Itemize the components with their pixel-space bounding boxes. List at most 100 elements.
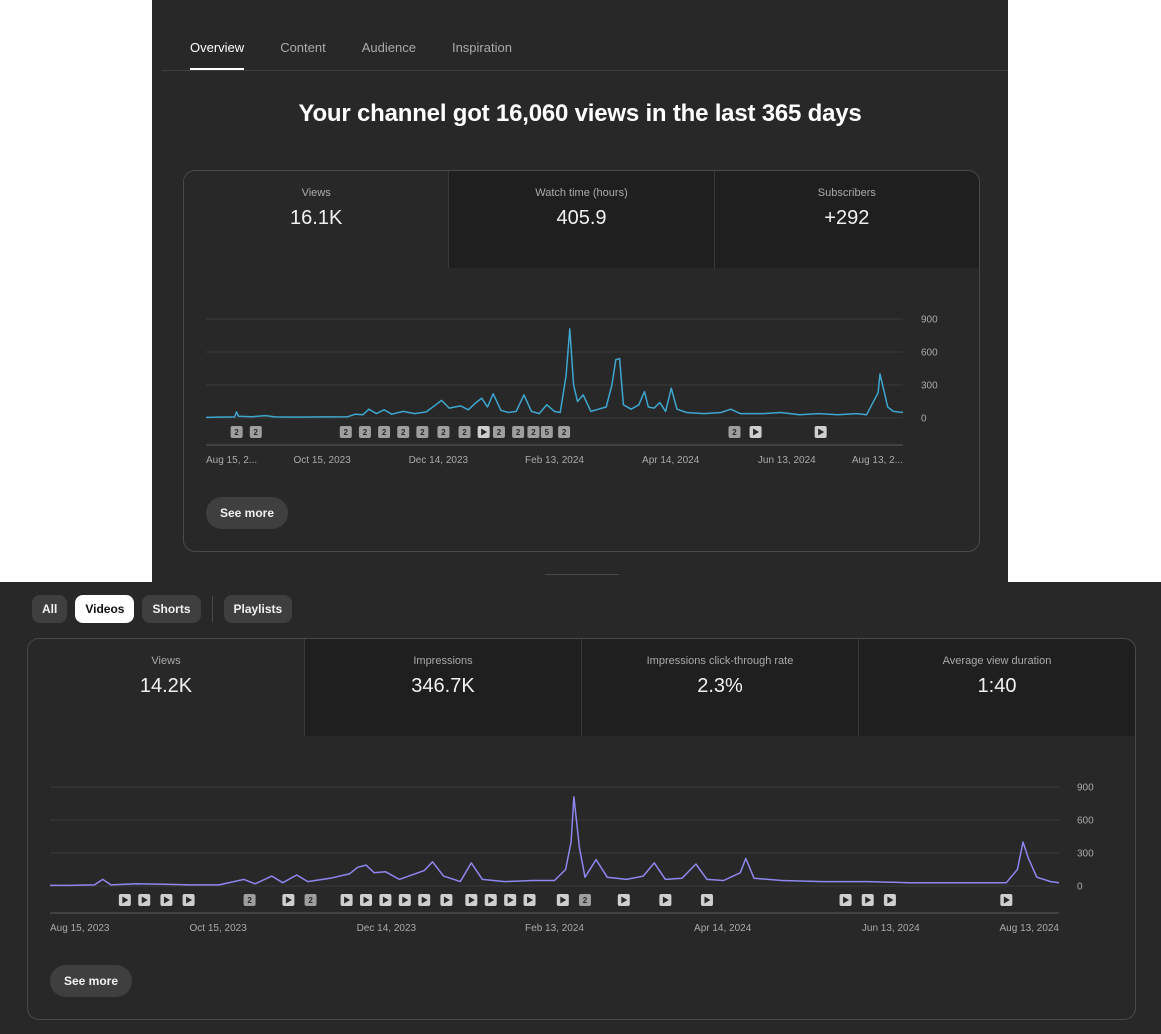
- video-published-marker[interactable]: [700, 894, 713, 906]
- video-published-marker[interactable]: [523, 894, 536, 906]
- marker-box: [397, 426, 410, 438]
- overview-metric-tabs: Views 16.1K Watch time (hours) 405.9 Sub…: [184, 171, 979, 268]
- multiple-uploads-marker[interactable]: 2: [230, 426, 243, 438]
- x-tick-label: Dec 14, 2023: [409, 455, 469, 466]
- multiple-uploads-marker[interactable]: 2: [728, 426, 741, 438]
- metric-tab-views[interactable]: Views 16.1K: [184, 171, 449, 268]
- marker-box: [512, 426, 525, 438]
- multiple-uploads-marker[interactable]: 2: [243, 894, 256, 906]
- multiple-uploads-marker[interactable]: 5: [540, 426, 553, 438]
- videos-views-line-chart: 900 600 300 0 2 2 2 Aug 15, 2023 Oct 15, 2023 Dec…: [28, 736, 1135, 936]
- chart-svg: 900 600 300 0 2 2 2 Aug 15, 2023 Oct 15, 2023 Dec…: [50, 783, 1094, 934]
- content-panel: All Videos Shorts Playlists Views 14.2K …: [0, 582, 1161, 1034]
- play-icon: [141, 896, 148, 904]
- play-icon: [163, 896, 170, 904]
- video-published-marker[interactable]: [138, 894, 151, 906]
- metric-label: Average view duration: [942, 655, 1052, 667]
- multiple-uploads-marker[interactable]: 2: [437, 426, 450, 438]
- scroll-indicator: [545, 574, 619, 575]
- video-published-marker[interactable]: [282, 894, 295, 906]
- chip-separator: [211, 596, 213, 622]
- marker-count: 2: [732, 428, 737, 437]
- multiple-uploads-marker[interactable]: 2: [358, 426, 371, 438]
- marker-box: [378, 426, 391, 438]
- video-published-marker[interactable]: [749, 426, 762, 438]
- page-headline: Your channel got 16,060 views in the las…: [298, 100, 862, 127]
- chip-all[interactable]: All: [32, 595, 68, 623]
- play-icon: [186, 896, 193, 904]
- metric-tab-watch-time[interactable]: Watch time (hours) 405.9: [448, 171, 714, 268]
- video-published-marker[interactable]: [504, 894, 517, 906]
- video-published-marker[interactable]: [160, 894, 173, 906]
- multiple-uploads-marker[interactable]: 2: [492, 426, 505, 438]
- tab-inspiration[interactable]: Inspiration: [451, 40, 512, 55]
- video-published-marker[interactable]: [182, 894, 195, 906]
- video-published-marker[interactable]: [1000, 894, 1013, 906]
- metric-tab-impressions[interactable]: Impressions 346.7K: [304, 639, 581, 736]
- video-published-marker[interactable]: [861, 894, 874, 906]
- marker-box: [558, 426, 571, 438]
- marker-count: 2: [308, 896, 313, 905]
- y-tick-label: 900: [921, 315, 938, 326]
- video-published-marker[interactable]: [883, 894, 896, 906]
- chip-shorts[interactable]: Shorts: [142, 595, 201, 623]
- video-published-marker[interactable]: [418, 894, 431, 906]
- video-published-marker[interactable]: [617, 894, 630, 906]
- x-tick-label: Aug 13, 2024: [1000, 923, 1060, 934]
- see-more-button[interactable]: See more: [206, 497, 289, 529]
- video-published-marker[interactable]: [477, 426, 490, 438]
- metric-tab-ctr[interactable]: Impressions click-through rate 2.3%: [581, 639, 858, 736]
- multiple-uploads-marker[interactable]: 2: [416, 426, 429, 438]
- tab-content[interactable]: Content: [280, 40, 326, 55]
- tab-audience[interactable]: Audience: [361, 40, 416, 55]
- video-published-marker[interactable]: [814, 426, 827, 438]
- video-published-marker[interactable]: [379, 894, 392, 906]
- multiple-uploads-marker[interactable]: 2: [527, 426, 540, 438]
- tab-overview[interactable]: Overview: [190, 40, 245, 70]
- multiple-uploads-marker[interactable]: 2: [512, 426, 525, 438]
- video-published-marker[interactable]: [484, 894, 497, 906]
- marker-count: 2: [583, 896, 588, 905]
- chip-playlists[interactable]: Playlists: [223, 595, 293, 623]
- marker-count: 2: [562, 428, 567, 437]
- play-icon: [344, 896, 351, 904]
- video-published-marker[interactable]: [556, 894, 569, 906]
- play-icon: [662, 896, 669, 904]
- x-tick-label: Aug 15, 2023: [50, 923, 110, 934]
- video-published-marker[interactable]: [659, 894, 672, 906]
- chip-videos[interactable]: Videos: [75, 595, 135, 623]
- x-tick-label: Feb 13, 2024: [525, 455, 584, 466]
- multiple-uploads-marker[interactable]: 2: [249, 426, 262, 438]
- series-line: [50, 796, 1060, 887]
- video-published-marker[interactable]: [465, 894, 478, 906]
- play-icon: [285, 896, 292, 904]
- metric-tab-subscribers[interactable]: Subscribers +292: [713, 171, 979, 268]
- multiple-uploads-marker[interactable]: 2: [304, 894, 317, 906]
- marker-count: 2: [531, 428, 536, 437]
- video-published-marker[interactable]: [340, 894, 353, 906]
- multiple-uploads-marker[interactable]: 2: [558, 426, 571, 438]
- multiple-uploads-marker[interactable]: 2: [378, 426, 391, 438]
- multiple-uploads-marker[interactable]: 2: [578, 894, 591, 906]
- multiple-uploads-marker[interactable]: 2: [339, 426, 352, 438]
- video-published-marker[interactable]: [839, 894, 852, 906]
- multiple-uploads-marker[interactable]: 2: [458, 426, 471, 438]
- x-tick-label: Aug 13, 2...: [852, 455, 903, 466]
- x-tick-label: Feb 13, 2024: [525, 923, 584, 934]
- x-tick-label: Jun 13, 2024: [862, 923, 920, 934]
- marker-box: [578, 894, 591, 906]
- play-icon: [363, 896, 370, 904]
- play-icon: [122, 896, 129, 904]
- video-published-marker[interactable]: [398, 894, 411, 906]
- tabs-divider: [162, 70, 1008, 71]
- multiple-uploads-marker[interactable]: 2: [397, 426, 410, 438]
- metric-label: Subscribers: [817, 187, 876, 199]
- video-published-marker[interactable]: [440, 894, 453, 906]
- see-more-button[interactable]: See more: [50, 965, 133, 997]
- metric-label: Impressions click-through rate: [646, 655, 794, 667]
- video-published-marker[interactable]: [360, 894, 373, 906]
- video-published-marker[interactable]: [118, 894, 131, 906]
- content-type-chips: All Videos Shorts Playlists: [32, 595, 293, 623]
- metric-tab-avg-view-duration[interactable]: Average view duration 1:40: [858, 639, 1135, 736]
- metric-tab-views[interactable]: Views 14.2K: [28, 639, 304, 736]
